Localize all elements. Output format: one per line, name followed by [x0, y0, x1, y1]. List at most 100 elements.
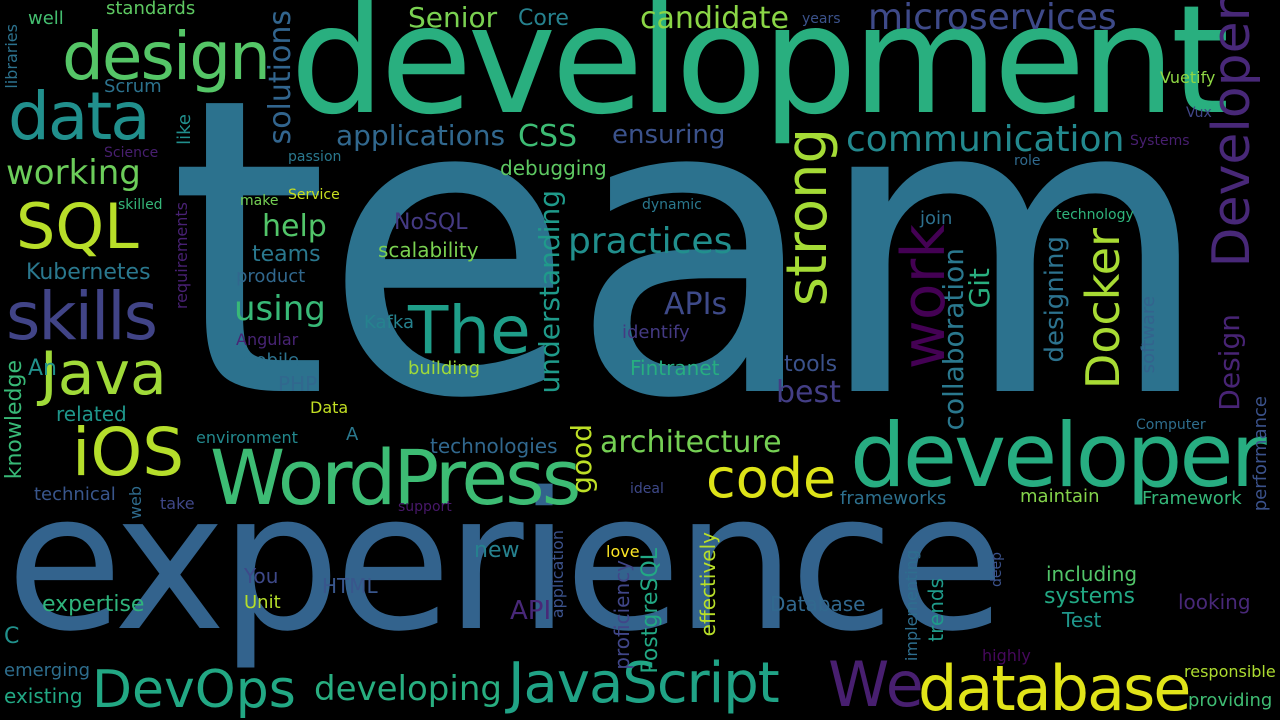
word-libraries-v: libraries — [2, 24, 21, 89]
word-ideal: ideal — [630, 481, 664, 497]
word-tools: tools — [784, 352, 838, 377]
word-take: take — [160, 494, 195, 513]
word-api: API — [510, 596, 552, 626]
word-you: You — [244, 564, 279, 588]
word-wordpress: WordPress — [210, 433, 581, 522]
word-javascript: JavaScript — [508, 651, 780, 716]
word-communication: communication — [846, 119, 1125, 160]
word-maintain: maintain — [1020, 486, 1100, 507]
word-applications: applications — [336, 119, 506, 152]
word-data: data — [8, 78, 151, 155]
word-framework: Framework — [1142, 488, 1242, 509]
word-an: An — [28, 356, 57, 381]
word-well: well — [28, 8, 64, 29]
word-developing: developing — [314, 669, 502, 709]
word-css: CSS — [518, 119, 578, 154]
word-service: Service — [288, 187, 340, 203]
word-core: Core — [518, 6, 569, 31]
word-emerging: emerging — [4, 660, 91, 681]
word-passion: passion — [288, 149, 342, 165]
word-angular: Angular — [236, 330, 299, 349]
word-working: working — [6, 153, 141, 193]
word-love: love — [606, 542, 640, 561]
word-expertise: expertise — [42, 592, 145, 617]
word-make: make — [240, 193, 279, 209]
word-skills: skills — [6, 278, 158, 355]
word-git-v: Git — [963, 268, 996, 309]
word-designing-v: designing — [1040, 236, 1070, 363]
word-systems: systems — [1044, 584, 1135, 609]
word-html: HTML — [322, 574, 378, 598]
word-mobile: mobile — [238, 350, 300, 371]
word-application-v: application — [548, 530, 567, 619]
word-kafka: Kafka — [364, 312, 414, 333]
word-looking: looking — [1178, 590, 1251, 614]
word-fintranet: Fintranet — [630, 356, 720, 380]
word-software-v: software — [1138, 296, 1159, 374]
word-docker-v: Docker — [1076, 228, 1130, 390]
word-vuetify: Vuetify — [1160, 68, 1216, 87]
word-providing: providing — [1188, 690, 1273, 711]
word-data-2: Data — [310, 398, 349, 417]
word-database: database — [918, 652, 1191, 720]
word-related: related — [56, 402, 127, 426]
word-highly: highly — [982, 646, 1031, 665]
word-role: role — [1014, 153, 1041, 169]
word-development: development — [290, 0, 1230, 148]
word-knowledge-v: knowledge — [2, 360, 27, 480]
word-technology: technology — [1056, 207, 1134, 223]
word-developer-v: Developer — [1202, 0, 1262, 268]
word-unit: Unit — [244, 592, 281, 613]
word-a: A — [346, 424, 359, 445]
word-experience: experience — [6, 452, 1005, 673]
word-sql: SQL — [16, 190, 139, 263]
word-computer: Computer — [1136, 417, 1206, 433]
word-including: including — [1046, 562, 1138, 586]
word-c: C — [4, 624, 20, 649]
word-kubernetes: Kubernetes — [26, 260, 151, 285]
word-responsible: responsible — [1184, 662, 1276, 681]
word-developer: developer — [850, 404, 1267, 507]
word-microservices: microservices — [868, 0, 1117, 38]
word-we: We — [828, 648, 924, 720]
word-help: help — [262, 209, 327, 244]
word-postgresql-v: PostgreSQL — [638, 548, 663, 674]
word-systems-2: Systems — [1130, 133, 1190, 149]
word-performance-v: performance — [1250, 396, 1271, 512]
word-nosql: NoSQL — [394, 210, 468, 235]
word-using: using — [234, 289, 326, 329]
word-architecture: architecture — [600, 425, 782, 460]
word-vux: Vux — [1186, 105, 1212, 121]
word-work-v: work — [889, 224, 959, 370]
word-code: code — [706, 447, 837, 510]
word-technical: technical — [34, 484, 116, 505]
word-support: support — [398, 499, 452, 515]
word-deep-v: deep — [989, 552, 1005, 587]
word-effectively-v: effectively — [696, 532, 720, 637]
word-understanding-v: understanding — [533, 190, 566, 394]
word-technologies: technologies — [430, 434, 558, 458]
word-php: PHP — [278, 372, 318, 396]
word-java: Java — [40, 339, 167, 409]
word-requirements-v: requirements — [172, 202, 191, 310]
word-teams: teams — [252, 242, 321, 267]
word-scrum: Scrum — [104, 76, 162, 97]
word-existing: existing — [4, 684, 83, 708]
word-trends-v: trends — [924, 578, 948, 642]
word-frameworks: frameworks — [840, 488, 947, 509]
word-solutions-v: solutions — [263, 10, 298, 145]
word-dynamic: dynamic — [642, 197, 702, 213]
word-skilled: skilled — [118, 197, 163, 213]
word-strong-v: strong — [775, 128, 840, 307]
word-practices: practices — [568, 221, 733, 262]
word-database-2: Database — [770, 592, 866, 616]
word-design: design — [62, 18, 271, 95]
word-team: team — [168, 10, 1214, 488]
word-like-v: like — [174, 114, 195, 145]
word-ensuring: ensuring — [612, 120, 726, 150]
word-proficiency-v: proficiency — [610, 560, 634, 670]
word-candidate: candidate — [640, 1, 789, 36]
word-web-v: web — [126, 486, 145, 520]
word-join: join — [920, 208, 953, 229]
